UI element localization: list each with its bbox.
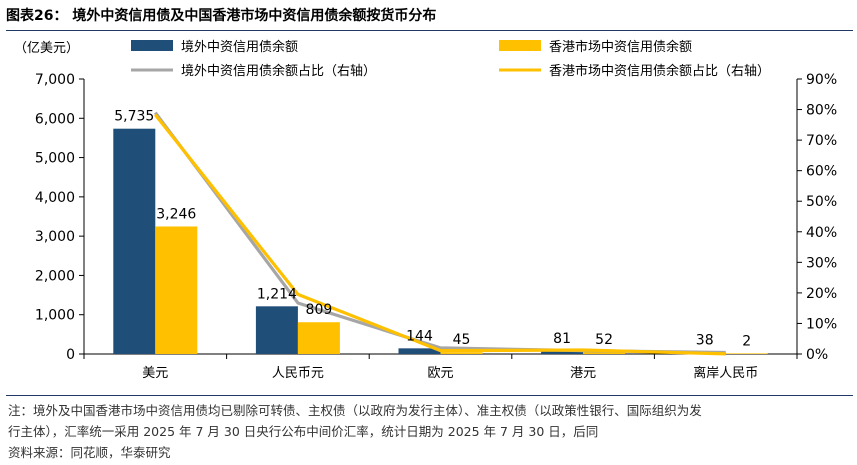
data-label-hongkong: 2 [742, 333, 751, 349]
y-right-tick-label: 90% [806, 72, 837, 88]
legend-label: 香港市场中资信用债余额 [549, 39, 692, 55]
legend-swatch [131, 40, 173, 51]
data-label-hongkong: 52 [595, 332, 613, 348]
bar-hongkong [155, 226, 198, 354]
bar-hongkong [297, 322, 340, 354]
y-left-tick-label: 6,000 [35, 111, 75, 127]
y-left-tick-label: 2,000 [35, 268, 75, 284]
y-right-tick-label: 0% [806, 347, 828, 363]
data-labels: 5,735 1,214 144 81 38 3,246 809 45 52 2 [114, 109, 751, 350]
axes: 0 1,000 2,000 3,000 4,000 5,000 6,000 7,000 0% 10… [35, 72, 837, 381]
x-tick-label: 欧元 [427, 366, 453, 381]
data-label-hongkong: 3,246 [156, 206, 196, 222]
legend-swatch [499, 40, 541, 51]
y-left-tick-label: 0 [66, 347, 75, 363]
lines [154, 111, 726, 356]
y-left-tick-label: 7,000 [35, 72, 75, 88]
bars [113, 128, 768, 354]
bar-offshore [255, 306, 298, 354]
legend-label: 境外中资信用债余额占比（右轴） [181, 63, 376, 79]
y-right-tick-label: 80% [806, 103, 837, 119]
data-label-hongkong: 809 [306, 302, 333, 318]
y-right-tick-label: 30% [806, 255, 837, 271]
y-left-tick-label: 4,000 [35, 190, 75, 206]
legend-label: 香港市场中资信用债余额占比（右轴） [549, 63, 770, 79]
y-right-tick-label: 40% [806, 225, 837, 241]
y-left-tick-label: 5,000 [35, 151, 75, 167]
notes-divider [6, 395, 853, 396]
x-tick-label: 人民币元 [272, 366, 324, 381]
x-tick-label: 离岸人民币 [693, 365, 758, 381]
y-right-tick-label: 60% [806, 164, 837, 180]
y-right-tick-label: 70% [806, 133, 837, 149]
data-label-offshore: 1,214 [257, 286, 297, 302]
y-left-unit-label: （亿美元） [14, 41, 79, 56]
bar-offshore [541, 350, 584, 354]
legend-label: 境外中资信用债余额 [181, 39, 298, 55]
source-note: 资料来源：同花顺，华泰研究 [8, 445, 171, 460]
bar-hongkong [440, 352, 483, 354]
note-line-2: 行主体），汇率统一采用 2025 年 7 月 30 日央行公布中间价汇率，统计日… [8, 424, 599, 439]
y-right-tick-label: 10% [806, 316, 837, 332]
y-right-tick-label: 20% [806, 286, 837, 302]
line-series-offshore-share [154, 111, 726, 355]
y-left-tick-label: 3,000 [35, 229, 75, 245]
data-label-offshore: 81 [553, 331, 571, 347]
x-tick-label: 美元 [142, 366, 168, 381]
bar-hongkong [725, 353, 768, 354]
line-series-hongkong-share [154, 113, 726, 356]
y-right-tick-label: 50% [806, 194, 837, 210]
bar-offshore [398, 348, 441, 354]
bar-hongkong [583, 351, 626, 354]
x-tick-label: 港元 [570, 366, 596, 381]
figure-title: 图表26： 境外中资信用债及中国香港市场中资信用债余额按货币分布 [6, 8, 437, 24]
data-label-hongkong: 45 [453, 332, 471, 348]
data-label-offshore: 38 [696, 333, 714, 349]
y-left-tick-label: 1,000 [35, 308, 75, 324]
data-label-offshore: 144 [406, 328, 433, 344]
data-label-offshore: 5,735 [114, 109, 154, 125]
chart: （亿美元） 境外中资信用债余额 香港市场中资信用债余额境外中资信用债余额占比（右轴… [14, 39, 837, 381]
bar-offshore [113, 128, 156, 354]
title-divider [6, 30, 853, 31]
note-line-1: 注：境外及中国香港市场中资信用债均已剔除可转债、主权债（以政府为发行主体）、准主… [8, 403, 702, 418]
